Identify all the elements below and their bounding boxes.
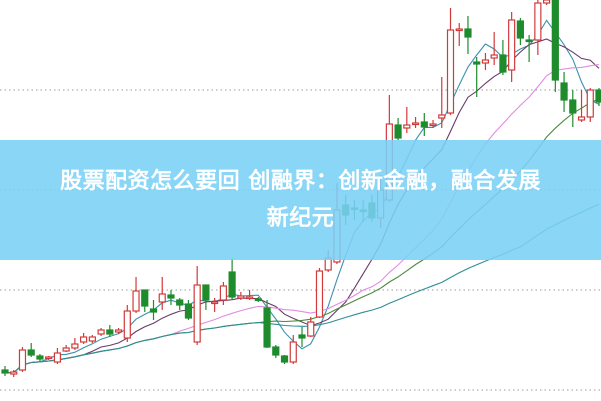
candle-down <box>525 39 533 43</box>
candle-up <box>542 0 551 4</box>
candle-up <box>53 352 62 363</box>
headline-banner: 股票配资怎么要回 创融界：创新金融，融合发展 新纪元 <box>0 140 601 260</box>
candle-up <box>438 114 446 119</box>
candle-down <box>202 284 210 301</box>
candle-up <box>237 295 245 299</box>
candle-up <box>429 123 437 127</box>
candle-up <box>481 59 490 64</box>
candle-down <box>516 20 524 39</box>
candle-up <box>508 19 516 71</box>
candle-up <box>315 270 324 318</box>
candle-up <box>455 28 463 32</box>
candle-up <box>245 296 254 300</box>
candle-down <box>167 294 175 299</box>
candle-down <box>551 0 559 81</box>
candle-up <box>534 2 542 41</box>
candle-down <box>280 355 289 363</box>
candle-up <box>193 284 201 343</box>
candle-up <box>411 122 420 126</box>
candle-down <box>272 346 280 356</box>
candle-down <box>394 124 402 139</box>
candle-down <box>228 271 236 298</box>
candle-up <box>132 290 140 312</box>
candle-up <box>97 329 105 335</box>
candle-up <box>71 343 79 349</box>
headline-line-1: 股票配资怎么要回 创融界：创新金融，融合发展 <box>60 169 541 194</box>
candle-down <box>1 369 9 374</box>
candle-down <box>176 299 184 306</box>
candle-down <box>499 54 507 73</box>
candle-up <box>80 336 88 343</box>
candle-down <box>141 289 149 307</box>
candle-down <box>27 349 35 356</box>
candle-down <box>263 307 271 348</box>
candle-up <box>123 310 131 339</box>
candle-down <box>298 334 306 339</box>
candle-down <box>560 82 568 101</box>
candle-up <box>18 349 27 371</box>
candle-up <box>403 124 411 129</box>
headline-line-2: 新纪元 <box>266 206 335 231</box>
ma10-line <box>4 38 600 374</box>
candle-up <box>307 321 315 337</box>
candle-down <box>36 355 44 360</box>
candle-down <box>569 99 577 114</box>
candle-up <box>114 329 123 333</box>
candle-up <box>490 54 498 59</box>
candle-down <box>420 121 428 128</box>
candle-down <box>254 298 262 302</box>
candle-down <box>464 28 472 38</box>
candle-up <box>577 116 586 121</box>
candle-up <box>62 347 70 352</box>
candle-up <box>88 336 96 342</box>
candle-up <box>158 293 166 303</box>
candle-down <box>473 61 481 65</box>
candle-up <box>219 285 227 301</box>
candle-down <box>184 303 193 319</box>
candle-down <box>106 329 114 335</box>
candle-up <box>45 356 53 360</box>
candle-up <box>446 29 455 114</box>
candle-up <box>289 341 297 363</box>
candle-down <box>149 308 158 313</box>
candle-up <box>10 371 18 375</box>
candle-down <box>595 89 601 103</box>
candle-up <box>211 301 219 305</box>
candle-up <box>586 89 594 118</box>
